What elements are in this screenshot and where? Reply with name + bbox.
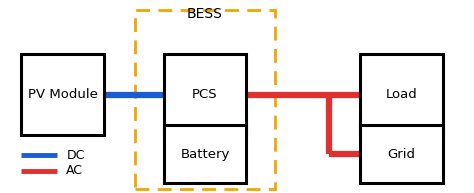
FancyBboxPatch shape [164,54,246,135]
FancyBboxPatch shape [21,54,104,135]
Text: AC: AC [66,164,83,177]
Text: Load: Load [386,88,418,101]
Text: Grid: Grid [388,148,416,161]
FancyBboxPatch shape [360,125,443,183]
Text: Battery: Battery [180,148,230,161]
Text: DC: DC [66,149,85,162]
FancyBboxPatch shape [164,125,246,183]
FancyBboxPatch shape [360,54,443,135]
Text: PCS: PCS [192,88,218,101]
Text: PV Module: PV Module [28,88,98,101]
Text: BESS: BESS [187,7,223,21]
